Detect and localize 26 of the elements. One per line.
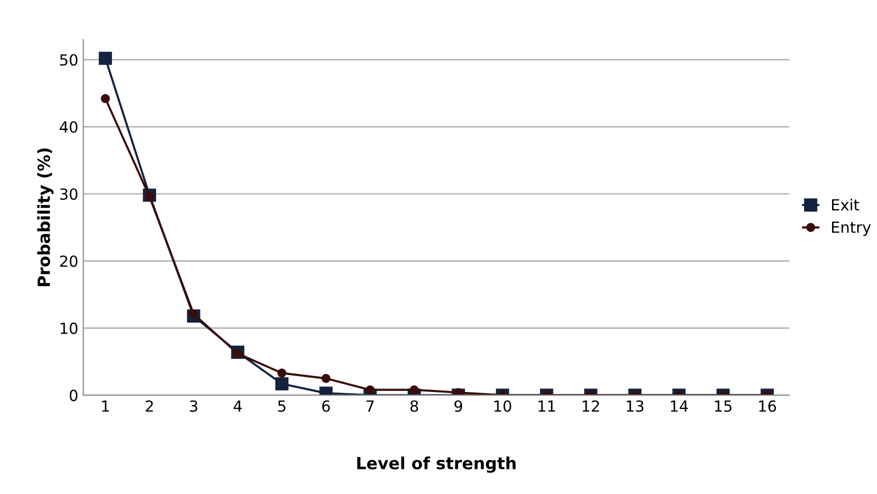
x-tick-label: 7 bbox=[366, 400, 374, 412]
x-tick-label: 2 bbox=[146, 400, 153, 412]
x-tick-label: 15 bbox=[715, 400, 732, 412]
y-tick-label: 30 bbox=[60, 188, 78, 200]
x-tick-label: 11 bbox=[538, 400, 555, 412]
x-tick-label: 8 bbox=[410, 400, 418, 412]
x-tick-label: 10 bbox=[494, 400, 512, 412]
x-axis-title: Level of strength bbox=[357, 456, 516, 473]
y-tick-label: 10 bbox=[60, 322, 78, 334]
x-tick-label: 4 bbox=[234, 400, 242, 412]
x-tick-label: 12 bbox=[582, 400, 599, 412]
x-tick-label: 5 bbox=[278, 400, 286, 412]
x-tick-label: 1 bbox=[102, 400, 109, 412]
y-tick-label: 20 bbox=[60, 255, 78, 268]
x-tick-label: 9 bbox=[454, 400, 462, 412]
y-tick-label: 40 bbox=[60, 121, 78, 133]
legend-label: Entry bbox=[832, 222, 871, 236]
y-axis-title: Probability (%) bbox=[37, 148, 54, 286]
legend-label: Exit bbox=[832, 198, 860, 210]
y-tick-label: 0 bbox=[70, 390, 78, 402]
y-tick-label: 50 bbox=[60, 54, 78, 66]
x-tick-label: 6 bbox=[322, 400, 330, 412]
x-tick-label: 3 bbox=[190, 400, 198, 412]
x-tick-label: 14 bbox=[670, 400, 688, 412]
x-tick-label: 13 bbox=[626, 400, 644, 412]
x-tick-label: 16 bbox=[759, 400, 776, 412]
